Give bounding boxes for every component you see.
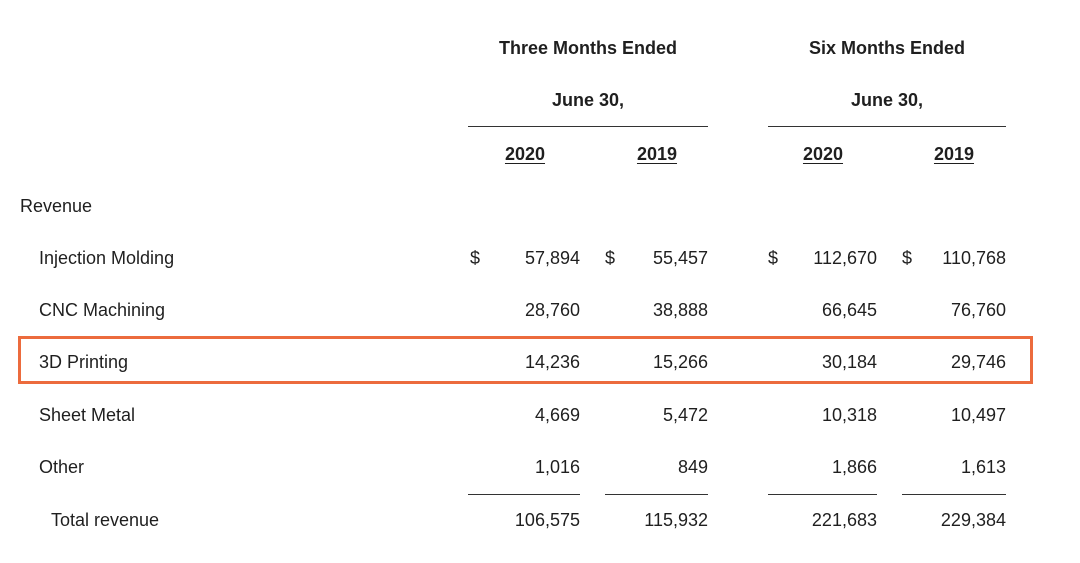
cell-value: 5,472 [662, 405, 708, 425]
currency-symbol: $ [768, 248, 779, 268]
row-label: 3D Printing [39, 352, 129, 372]
cell-value: 29,746 [950, 352, 1006, 372]
year-header-3m-2019: 2019 [636, 144, 678, 164]
row-label: Other [39, 457, 85, 477]
row-label: CNC Machining [39, 300, 166, 320]
row-label: Sheet Metal [39, 405, 136, 425]
cell-value: 38,888 [652, 300, 708, 320]
header-rule-three-months [468, 126, 708, 127]
header-six-months-date: June 30, [850, 90, 924, 110]
total-value: 106,575 [514, 510, 580, 530]
cell-value: 28,760 [524, 300, 580, 320]
header-rule-six-months [768, 126, 1006, 127]
header-three-months: Three Months Ended [498, 38, 677, 58]
cell-value: 10,497 [950, 405, 1006, 425]
year-header-6m-2020: 2020 [802, 144, 844, 164]
total-value: 221,683 [811, 510, 877, 530]
currency-symbol: $ [902, 248, 913, 268]
header-six-months: Six Months Ended [808, 38, 965, 58]
year-header-3m-2020: 2020 [504, 144, 546, 164]
total-label: Total revenue [51, 510, 160, 530]
cell-value: 57,894 [524, 248, 580, 268]
cell-value: 76,760 [950, 300, 1006, 320]
cell-value: 1,866 [831, 457, 877, 477]
section-label-revenue: Revenue [20, 196, 93, 216]
total-rule [902, 494, 1006, 495]
cell-value: 30,184 [821, 352, 877, 372]
year-header-6m-2019: 2019 [933, 144, 975, 164]
cell-value: 4,669 [534, 405, 580, 425]
cell-value: 849 [677, 457, 708, 477]
highlight-box [18, 336, 1033, 384]
row-label: Injection Molding [39, 248, 175, 268]
cell-value: 15,266 [652, 352, 708, 372]
cell-value: 1,613 [960, 457, 1006, 477]
total-rule [768, 494, 877, 495]
cell-value: 110,768 [942, 248, 1006, 268]
currency-symbol: $ [605, 248, 616, 268]
header-three-months-date: June 30, [551, 90, 625, 110]
total-rule [468, 494, 580, 495]
currency-symbol: $ [470, 248, 481, 268]
total-value: 115,932 [644, 510, 708, 530]
cell-value: 112,670 [813, 248, 877, 268]
cell-value: 14,236 [524, 352, 580, 372]
cell-value: 55,457 [652, 248, 708, 268]
total-value: 229,384 [940, 510, 1006, 530]
cell-value: 10,318 [821, 405, 877, 425]
cell-value: 66,645 [821, 300, 877, 320]
total-rule [605, 494, 708, 495]
cell-value: 1,016 [534, 457, 580, 477]
